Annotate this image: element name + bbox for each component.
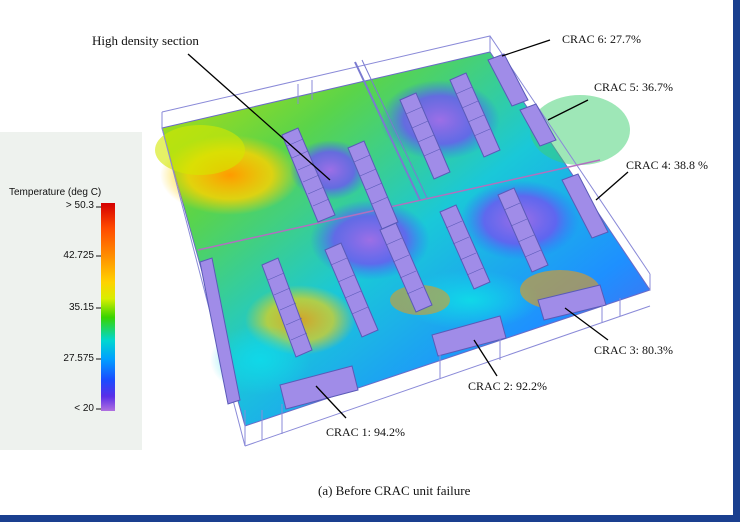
legend-tick-5: < 20 [74,403,94,414]
label-crac1: CRAC 1: 94.2% [326,425,406,439]
crac6-unit [487,53,529,107]
label-crac4: CRAC 4: 38.8 % [626,158,709,172]
legend-panel [0,132,142,450]
leader-crac1 [315,385,347,419]
legend-tick-3: 35.15 [68,302,94,313]
crac4-unit [561,173,609,239]
right-border [733,0,740,522]
legend-ticks-marks [96,206,101,410]
bottom-border [0,515,740,522]
legend-tick-2: 42.725 [63,250,94,261]
crac3-unit [537,284,607,321]
label-crac6: CRAC 6: 27.7% [562,32,642,46]
legend-title: Temperature (deg C) [9,187,102,198]
left-wall-unit [199,257,241,405]
crac1-unit [279,365,359,410]
crac2-unit [431,315,507,357]
leader-crac3 [564,307,609,341]
figure-caption: (a) Before CRAC unit failure [318,483,471,498]
leader-crac6 [501,39,551,57]
leader-high-density [187,53,331,181]
leader-crac5 [547,99,589,121]
legend-colorbar [101,203,115,411]
label-crac3: CRAC 3: 80.3% [594,343,674,357]
legend-tick-1: > 50.3 [65,200,94,211]
legend-tick-4: 27.575 [63,353,94,364]
leader-crac2 [473,339,498,377]
crac5-unit [519,103,557,147]
label-crac5: CRAC 5: 36.7% [594,80,674,94]
label-high-density: High density section [92,33,199,48]
label-crac2: CRAC 2: 92.2% [468,379,548,393]
leader-crac4 [595,171,629,201]
